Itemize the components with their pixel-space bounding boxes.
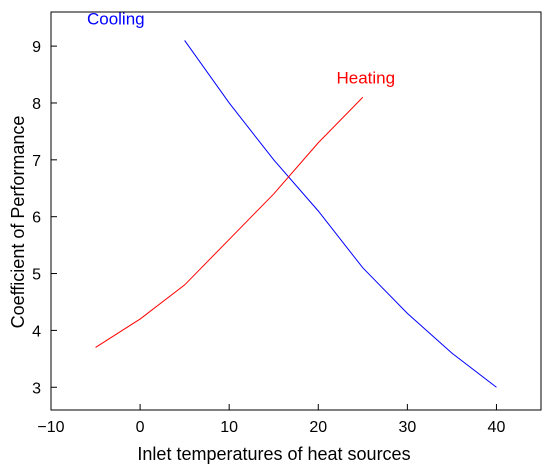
series-label-cooling: Cooling [87, 9, 145, 28]
x-tick-label: −10 [37, 419, 64, 436]
y-axis: 3 4 5 6 7 8 9 [32, 39, 57, 397]
series-line-heating [95, 96, 364, 348]
y-tick-label: 6 [32, 210, 41, 227]
y-tick-label: 8 [32, 96, 41, 113]
series-label-heating: Heating [337, 68, 396, 87]
y-tick-label: 5 [32, 267, 41, 284]
series-labels: Cooling Heating [87, 9, 395, 87]
x-axis: −10 0 10 20 30 40 [37, 404, 505, 436]
y-tick-label: 4 [32, 323, 41, 340]
y-tick-label: 9 [32, 39, 41, 56]
x-tick-label: 40 [488, 419, 506, 436]
series-line-cooling [184, 40, 497, 388]
plot-area-frame [50, 11, 542, 411]
y-tick-label: 7 [32, 153, 41, 170]
x-tick-label: 10 [220, 419, 238, 436]
x-tick-label: 0 [136, 419, 145, 436]
x-tick-label: 20 [309, 419, 327, 436]
x-tick-label: 30 [398, 419, 416, 436]
x-axis-title: Inlet temperatures of heat sources [137, 444, 410, 464]
series-lines [95, 40, 497, 388]
y-tick-label: 3 [32, 380, 41, 397]
y-axis-title: Coefficient of Performance [8, 116, 28, 329]
